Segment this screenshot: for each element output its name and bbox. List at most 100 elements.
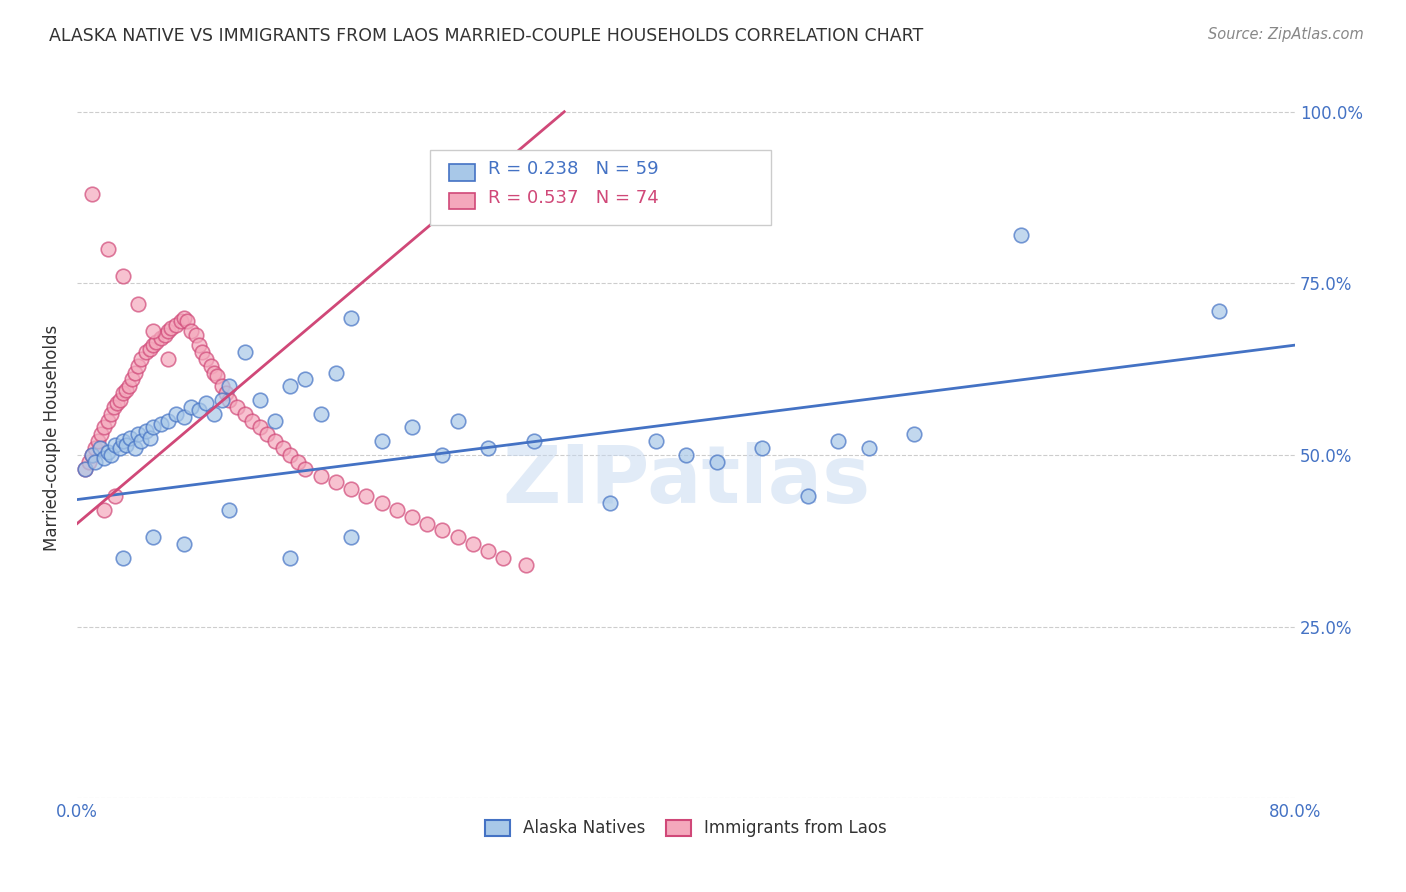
Immigrants from Laos	[157, 351, 180, 366]
Immigrants from Laos	[118, 379, 141, 393]
Alaska Natives	[477, 441, 499, 455]
Immigrants from Laos	[264, 434, 287, 449]
Immigrants from Laos	[103, 400, 125, 414]
Immigrants from Laos	[111, 269, 134, 284]
Alaska Natives	[278, 379, 301, 393]
Immigrants from Laos	[278, 448, 301, 462]
Immigrants from Laos	[256, 427, 278, 442]
Text: R = 0.537   N = 74: R = 0.537 N = 74	[488, 189, 658, 207]
Alaska Natives	[127, 427, 149, 442]
Alaska Natives	[124, 441, 146, 455]
Alaska Natives	[173, 410, 195, 425]
Immigrants from Laos	[127, 359, 149, 373]
Alaska Natives	[432, 448, 454, 462]
Immigrants from Laos	[121, 372, 143, 386]
Alaska Natives	[100, 448, 122, 462]
Immigrants from Laos	[215, 386, 238, 401]
Immigrants from Laos	[142, 325, 165, 339]
Alaska Natives	[827, 434, 849, 449]
Alaska Natives	[675, 448, 697, 462]
Immigrants from Laos	[155, 327, 177, 342]
Alaska Natives	[523, 434, 546, 449]
Alaska Natives	[82, 448, 104, 462]
Alaska Natives	[165, 407, 187, 421]
Alaska Natives	[644, 434, 666, 449]
Immigrants from Laos	[127, 297, 149, 311]
Immigrants from Laos	[200, 359, 222, 373]
Immigrants from Laos	[139, 342, 162, 356]
Alaska Natives	[1208, 303, 1230, 318]
Immigrants from Laos	[240, 414, 263, 428]
Alaska Natives	[599, 496, 621, 510]
Immigrants from Laos	[160, 321, 183, 335]
Alaska Natives	[401, 420, 423, 434]
Immigrants from Laos	[370, 496, 392, 510]
Alaska Natives	[84, 455, 107, 469]
Alaska Natives	[1010, 228, 1032, 243]
Alaska Natives	[751, 441, 773, 455]
Alaska Natives	[149, 417, 172, 431]
Immigrants from Laos	[184, 327, 207, 342]
Text: ZIPatlas: ZIPatlas	[502, 442, 870, 520]
Immigrants from Laos	[90, 427, 112, 442]
Immigrants from Laos	[202, 366, 225, 380]
Immigrants from Laos	[82, 187, 104, 202]
Alaska Natives	[202, 407, 225, 421]
Immigrants from Laos	[77, 455, 100, 469]
Immigrants from Laos	[111, 386, 134, 401]
Alaska Natives	[249, 392, 271, 407]
Alaska Natives	[108, 441, 131, 455]
Immigrants from Laos	[108, 392, 131, 407]
Alaska Natives	[180, 400, 202, 414]
Immigrants from Laos	[461, 537, 484, 551]
FancyBboxPatch shape	[430, 150, 772, 225]
Alaska Natives	[173, 537, 195, 551]
Bar	[449, 193, 475, 210]
Alaska Natives	[129, 434, 152, 449]
Immigrants from Laos	[124, 366, 146, 380]
Immigrants from Laos	[195, 351, 218, 366]
Immigrants from Laos	[73, 461, 96, 475]
Alaska Natives	[797, 489, 820, 503]
Alaska Natives	[142, 530, 165, 544]
Text: R = 0.238   N = 59: R = 0.238 N = 59	[488, 160, 658, 178]
Alaska Natives	[370, 434, 392, 449]
Immigrants from Laos	[87, 434, 110, 449]
Text: Source: ZipAtlas.com: Source: ZipAtlas.com	[1208, 27, 1364, 42]
Alaska Natives	[706, 455, 728, 469]
Immigrants from Laos	[114, 383, 136, 397]
Alaska Natives	[104, 437, 127, 451]
Immigrants from Laos	[477, 544, 499, 558]
Immigrants from Laos	[93, 420, 115, 434]
Alaska Natives	[325, 366, 347, 380]
Alaska Natives	[264, 414, 287, 428]
Alaska Natives	[858, 441, 880, 455]
Alaska Natives	[142, 420, 165, 434]
Immigrants from Laos	[325, 475, 347, 490]
Alaska Natives	[96, 444, 118, 458]
Immigrants from Laos	[145, 334, 167, 349]
Alaska Natives	[218, 503, 240, 517]
Alaska Natives	[309, 407, 332, 421]
Immigrants from Laos	[142, 338, 165, 352]
Immigrants from Laos	[233, 407, 256, 421]
Alaska Natives	[903, 427, 925, 442]
Alaska Natives	[135, 424, 157, 438]
Immigrants from Laos	[105, 396, 128, 410]
Alaska Natives	[195, 396, 218, 410]
Immigrants from Laos	[401, 509, 423, 524]
Immigrants from Laos	[96, 414, 118, 428]
Alaska Natives	[278, 550, 301, 565]
Immigrants from Laos	[157, 325, 180, 339]
Immigrants from Laos	[218, 392, 240, 407]
Immigrants from Laos	[205, 369, 228, 384]
Immigrants from Laos	[82, 448, 104, 462]
Alaska Natives	[89, 441, 111, 455]
Immigrants from Laos	[294, 461, 316, 475]
Alaska Natives	[447, 414, 470, 428]
Immigrants from Laos	[416, 516, 439, 531]
Immigrants from Laos	[173, 310, 195, 325]
Alaska Natives	[93, 451, 115, 466]
Immigrants from Laos	[96, 242, 118, 256]
Immigrants from Laos	[432, 524, 454, 538]
